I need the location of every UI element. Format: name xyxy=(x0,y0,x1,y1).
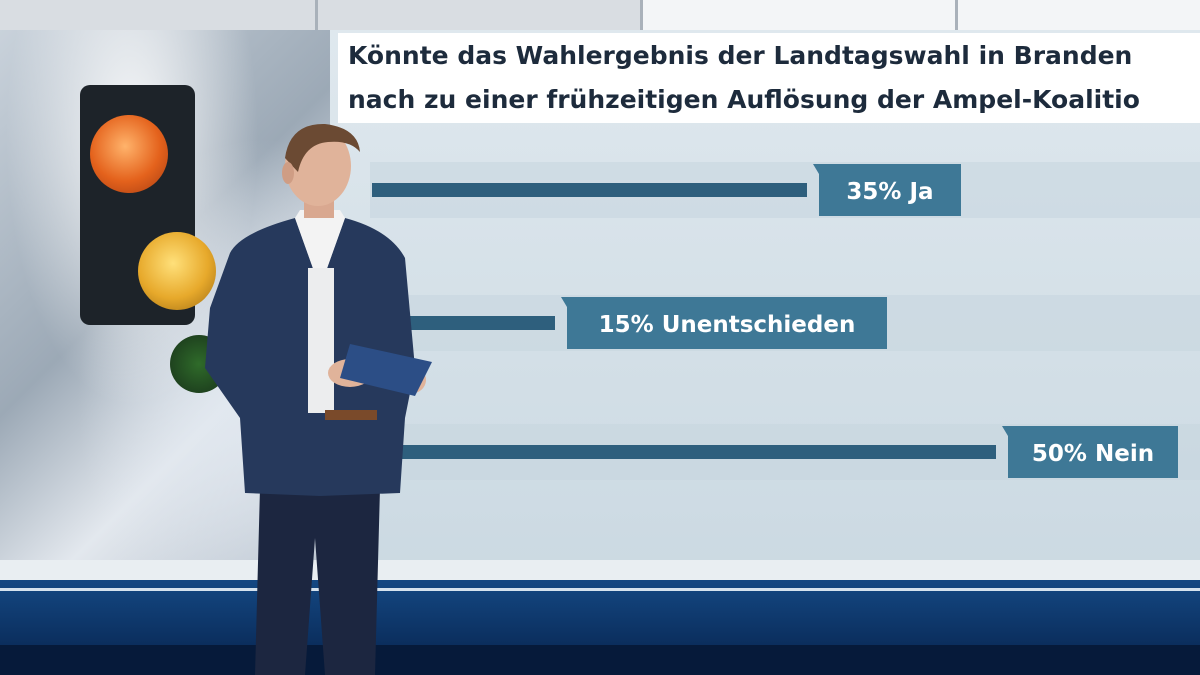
top-strip-segment xyxy=(955,0,1200,30)
bar-label-box xyxy=(813,164,961,216)
bar-unentschieden xyxy=(372,316,555,330)
presenter-belt xyxy=(325,410,377,420)
bar-label-nein: 50% Nein xyxy=(1032,441,1154,467)
floor-light-line xyxy=(0,588,1200,591)
studio-floor xyxy=(0,645,1200,675)
presenter-shirt-front xyxy=(308,268,334,413)
bar-nein xyxy=(372,445,996,459)
amber-light xyxy=(138,232,216,310)
presenter-trousers xyxy=(255,488,380,675)
bar-label-unentschieden: 15% Unentschieden xyxy=(599,312,856,338)
top-strip-segment xyxy=(640,0,955,30)
bar-ja xyxy=(372,183,807,197)
question-box: Könnte das Wahlergebnis der Landtagswahl… xyxy=(338,33,1200,123)
presenter-hair xyxy=(285,123,360,172)
top-strip xyxy=(0,0,1200,30)
presenter-ear xyxy=(282,162,294,184)
presenter-shirt xyxy=(295,210,345,288)
bar-label-ja: 35% Ja xyxy=(846,179,933,205)
screen-edge xyxy=(0,560,1200,580)
top-strip-segment xyxy=(315,0,640,30)
presenter xyxy=(205,123,432,675)
bar-label-box xyxy=(1002,426,1178,478)
bar-label-box xyxy=(561,297,887,349)
red-light xyxy=(90,115,168,193)
moderation-card xyxy=(340,344,432,396)
studio-floor-band xyxy=(0,580,1200,645)
question-line-1: Könnte das Wahlergebnis der Landtagswahl… xyxy=(348,41,1133,70)
question-line-2: nach zu einer frühzeitigen Auflösung der… xyxy=(348,85,1140,114)
